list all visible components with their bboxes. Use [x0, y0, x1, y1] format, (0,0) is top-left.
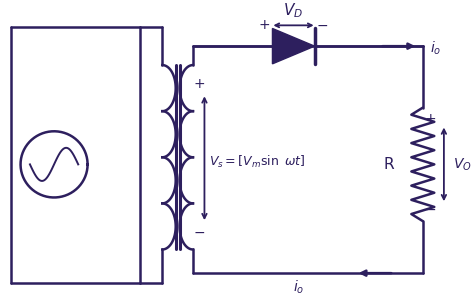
Text: +: +: [259, 18, 271, 32]
Text: $V_O$: $V_O$: [454, 156, 472, 173]
Text: −: −: [317, 18, 328, 32]
Text: $i_o$: $i_o$: [430, 39, 442, 57]
Text: +: +: [425, 112, 436, 126]
Text: R: R: [384, 157, 395, 172]
Polygon shape: [273, 28, 315, 64]
Text: $V_D$: $V_D$: [283, 1, 303, 19]
Text: −: −: [425, 203, 436, 217]
Text: +: +: [194, 77, 205, 91]
Text: $i_o$: $i_o$: [292, 279, 304, 296]
Text: $V_s = [V_m\sin\ \omega t]$: $V_s = [V_m\sin\ \omega t]$: [209, 154, 306, 170]
Text: −: −: [194, 225, 205, 239]
